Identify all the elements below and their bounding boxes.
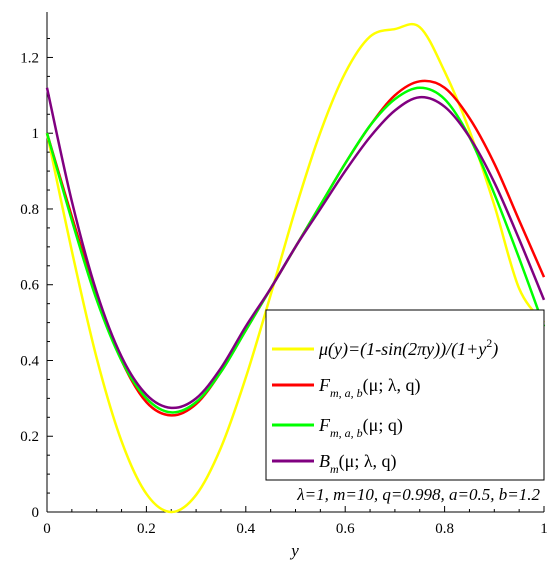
- y-tick-label: 0.6: [20, 278, 39, 294]
- x-tick-label: 1: [540, 521, 548, 537]
- y-tick-label: 1: [32, 126, 40, 142]
- x-tick-label: 0.8: [435, 521, 454, 537]
- y-tick-label: 0.2: [20, 429, 39, 445]
- x-tick-label: 0.4: [236, 521, 255, 537]
- x-tick-label: 0: [43, 521, 51, 537]
- parameter-annotation: λ=1, m=10, q=0.998, a=0.5, b=1.2: [296, 485, 540, 504]
- x-ticks: 0 0.2 0.4 0.6 0.8 1: [43, 506, 548, 537]
- legend-entry-f-lambda-q: Fm, a, b(μ; λ, q): [272, 375, 421, 400]
- legend-entry-b: Bm(μ; λ, q): [272, 451, 397, 476]
- legend-label-mu: μ(y)=(1-sin(2πy))/(1+y2): [318, 336, 498, 360]
- legend: μ(y)=(1-sin(2πy))/(1+y2) Fm, a, b(μ; λ, …: [265, 309, 545, 481]
- legend-label-f-lambda-q: Fm, a, b(μ; λ, q): [318, 375, 421, 400]
- y-tick-label: 0.4: [20, 353, 39, 369]
- legend-entry-mu: μ(y)=(1-sin(2πy))/(1+y2): [272, 336, 498, 360]
- legend-label-f-q: Fm, a, b(μ; q): [318, 415, 403, 440]
- y-tick-label: 1.2: [20, 50, 39, 66]
- series-line-0: [45, 22, 546, 514]
- legend-label-b: Bm(μ; λ, q): [319, 451, 397, 476]
- x-tick-label: 0.6: [336, 521, 355, 537]
- x-axis-label: y: [289, 541, 299, 560]
- series-line-3: [45, 87, 546, 410]
- x-tick-label: 0.2: [137, 521, 156, 537]
- series-layer: [45, 22, 546, 514]
- y-ticks: 0 0.2 0.4 0.6 0.8 1 1.2: [20, 38, 53, 521]
- y-tick-label: 0: [32, 505, 40, 521]
- legend-entry-f-q: Fm, a, b(μ; q): [272, 415, 403, 440]
- y-tick-label: 0.8: [20, 202, 39, 218]
- legend-box: [265, 309, 545, 481]
